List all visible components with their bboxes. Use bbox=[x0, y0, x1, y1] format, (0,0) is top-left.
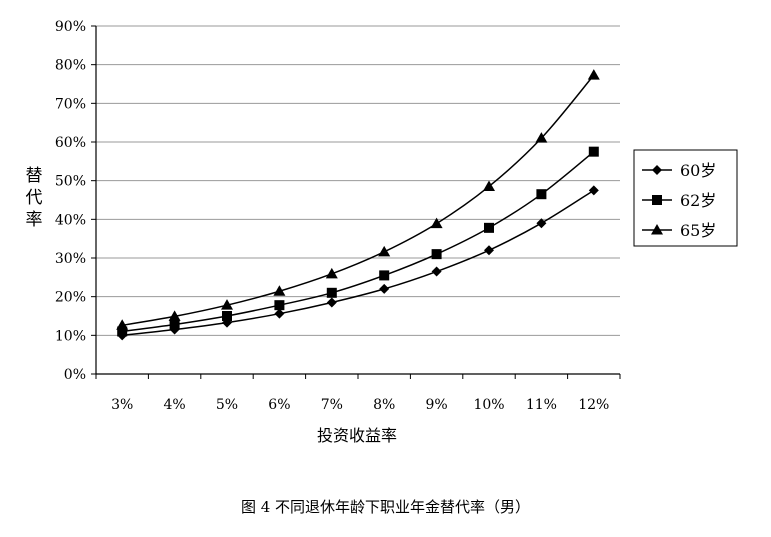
line-chart: 0% 10% 20% 30% 40% 50% 60% 70% 80% 90% 3% 4% 5% 6% 7%… bbox=[26, 19, 738, 445]
data-point-diamond bbox=[431, 266, 442, 277]
x-axis-label: 投资收益率 bbox=[317, 426, 397, 445]
series-line-2 bbox=[122, 74, 595, 327]
data-point-triangle bbox=[430, 217, 443, 229]
y-tick-label: 80% bbox=[55, 58, 86, 74]
y-axis-label: 替代率 bbox=[26, 166, 43, 230]
y-tick-label: 30% bbox=[55, 251, 86, 267]
x-tick-label: 3% bbox=[111, 397, 133, 413]
legend-label: 65岁 bbox=[680, 221, 716, 240]
legend-label: 60岁 bbox=[680, 161, 716, 180]
y-tick-label: 50% bbox=[55, 174, 86, 190]
x-tick-labels: 3% 4% 5% 6% 7% 8% 9% 10% 11% 12% bbox=[111, 397, 609, 413]
y-tick-label: 70% bbox=[55, 96, 86, 112]
data-point-square bbox=[274, 300, 285, 311]
y-tick-label: 0% bbox=[64, 367, 86, 383]
data-point-triangle bbox=[483, 180, 495, 191]
y-tick-label: 20% bbox=[55, 290, 86, 306]
data-point-square bbox=[379, 270, 390, 281]
data-point-diamond bbox=[536, 218, 547, 229]
data-point-square bbox=[484, 222, 494, 233]
x-tick-label: 5% bbox=[216, 397, 238, 413]
data-point-diamond bbox=[379, 283, 390, 294]
y-tick-label: 60% bbox=[55, 135, 86, 151]
x-tick-label: 8% bbox=[373, 397, 395, 413]
x-tick-label: 10% bbox=[473, 397, 504, 413]
data-point-diamond bbox=[326, 297, 337, 308]
data-point-square bbox=[431, 249, 442, 260]
data-point-square bbox=[588, 146, 599, 157]
y-tick-label: 10% bbox=[55, 328, 86, 344]
data-point-square bbox=[169, 319, 180, 330]
figure-caption: 图 4 不同退休年龄下职业年金替代率（男） bbox=[240, 498, 531, 516]
data-point-diamond bbox=[274, 308, 285, 319]
data-point-triangle bbox=[116, 319, 129, 330]
series-markers bbox=[116, 69, 600, 341]
data-point-triangle bbox=[168, 310, 181, 321]
legend-marker-square bbox=[652, 195, 662, 205]
x-tick-label: 7% bbox=[321, 397, 343, 413]
x-tick-label: 4% bbox=[163, 397, 185, 413]
data-point-triangle bbox=[535, 132, 548, 143]
data-point-triangle bbox=[325, 267, 338, 279]
axes bbox=[95, 26, 621, 379]
data-point-triangle bbox=[221, 299, 233, 310]
series-line-1 bbox=[122, 151, 595, 333]
data-point-square bbox=[536, 189, 547, 200]
data-point-triangle bbox=[587, 69, 600, 80]
y-tick-label: 40% bbox=[55, 212, 86, 228]
series-line-0 bbox=[122, 189, 595, 337]
data-point-square bbox=[326, 287, 337, 298]
x-tick-label: 12% bbox=[578, 397, 609, 413]
legend-marker-diamond bbox=[652, 165, 662, 175]
legend: 60岁 62岁 65岁 bbox=[633, 149, 738, 247]
data-point-triangle bbox=[378, 245, 391, 257]
x-tick-label: 9% bbox=[425, 397, 447, 413]
y-tick-labels: 0% 10% 20% 30% 40% 50% 60% 70% 80% 90% bbox=[55, 19, 86, 383]
legend-marker-triangle bbox=[651, 224, 663, 235]
x-tick-label: 6% bbox=[268, 397, 290, 413]
data-point-square bbox=[222, 311, 232, 321]
data-point-diamond bbox=[588, 185, 599, 196]
data-point-diamond bbox=[484, 245, 494, 256]
series-lines bbox=[122, 74, 595, 337]
y-tick-label: 90% bbox=[55, 19, 86, 35]
x-tick-label: 11% bbox=[526, 397, 557, 413]
legend-label: 62岁 bbox=[680, 191, 716, 210]
gridlines bbox=[91, 25, 620, 375]
data-point-square bbox=[117, 326, 128, 337]
data-point-triangle bbox=[273, 285, 286, 296]
